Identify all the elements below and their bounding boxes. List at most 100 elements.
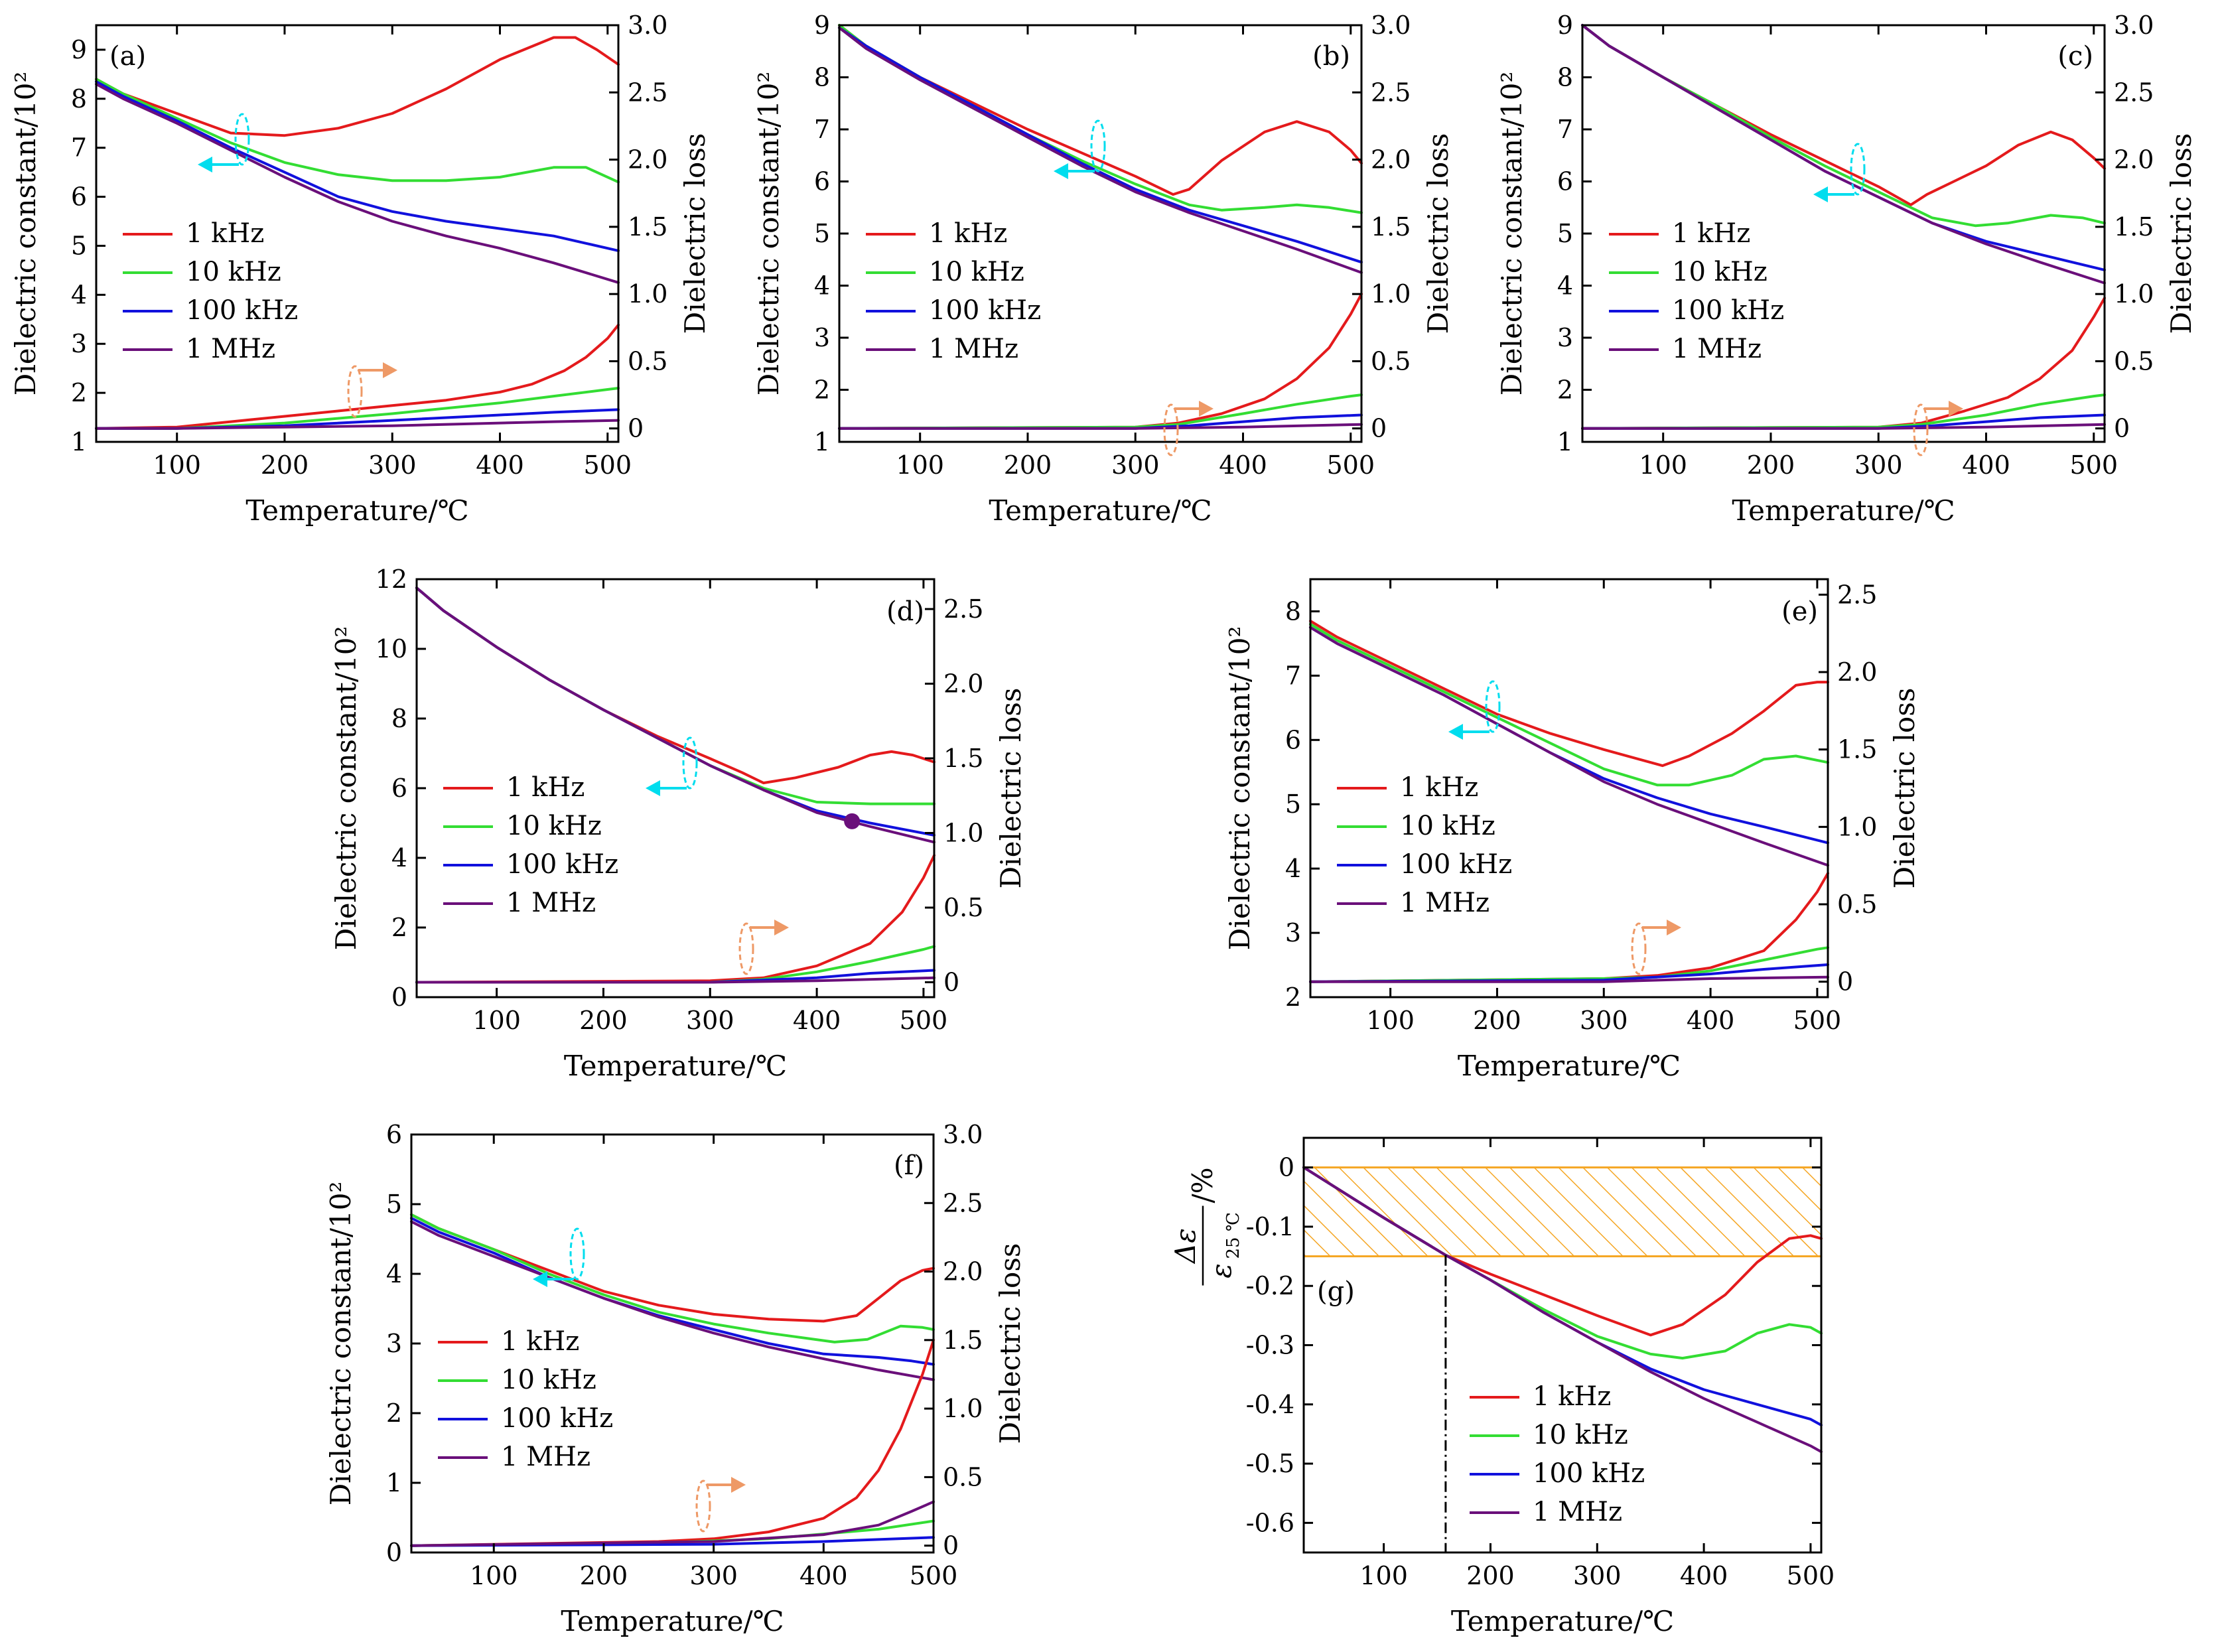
y2-tick-label: 2.5 (2114, 78, 2154, 107)
series-line-1-khz-right (1581, 297, 2106, 430)
x-tick-label: 100 (1359, 1561, 1408, 1590)
panel-f: 100 200 300 400 500012345600.51.01.52.02.53.… (324, 1120, 1026, 1637)
x-tick-label: 300 (689, 1561, 738, 1590)
x-axis-title: Temperature/℃ (561, 1605, 784, 1637)
left-axis-marker-ellipse (682, 736, 698, 790)
y2-tick-label: 3.0 (1371, 11, 1411, 40)
y2-tick-label: 1.5 (2114, 212, 2154, 241)
x-tick-label: 500 (1327, 450, 1375, 480)
x-tick-label: 400 (1962, 450, 2010, 480)
series-line-1-khz-left (415, 586, 936, 785)
y2-tick-label: 0.5 (943, 893, 983, 922)
left-axis-marker-ellipse (1485, 680, 1501, 733)
y2-tick-label: 2.0 (943, 669, 983, 699)
series-line-1-khz-left (1309, 620, 1829, 768)
panel-tag: (g) (1317, 1276, 1355, 1307)
x-axis-title: Temperature/℃ (1732, 494, 1955, 527)
x-tick-label: 300 (368, 450, 417, 480)
series-line-1-mhz-right (410, 1500, 935, 1547)
y2-tick-label: 1.0 (943, 819, 983, 848)
x-tick-label: 400 (476, 450, 524, 480)
x-tick-label: 500 (1787, 1561, 1835, 1590)
series-line-1-khz-right (95, 323, 620, 430)
y2-tick-label: 1.0 (1837, 812, 1877, 841)
right-axis-arrow-head (731, 1477, 746, 1493)
series-line-1-khz-left (410, 1213, 935, 1323)
y-tick-label: 8 (1557, 63, 1573, 92)
x-tick-label: 100 (896, 450, 944, 480)
y2-tick-label: 0.5 (1371, 346, 1411, 376)
panel-a: 100 200 300 400 500 1 2 3 4 5 6 7 8 9 0 0.5 1.0 1.5 2.0 2.5… (9, 11, 711, 527)
plot-frame (1309, 578, 1829, 998)
panel-tag: (e) (1781, 596, 1818, 627)
legend-label-10-khz: 10 kHz (186, 257, 281, 287)
y2-tick-label: 3.0 (628, 11, 667, 40)
y2-tick-label: 1.0 (943, 1394, 983, 1423)
right-axis-arrow-head (1199, 401, 1214, 417)
y-axis-title-denominator: ε (1205, 1263, 1237, 1278)
x-tick-label: 300 (686, 1006, 734, 1035)
x-axis-title: Temperature/℃ (1451, 1605, 1674, 1637)
left-axis-marker-ellipse (569, 1227, 585, 1280)
y-tick-label: 1 (386, 1468, 402, 1497)
series-line-1-khz-right (415, 854, 936, 984)
x-tick-label: 500 (2070, 450, 2118, 480)
panel-g: 100 200 300 400 500 0 -0.1 -0.2 -0.3 -0.4 -0.5 -0.6… (1169, 1136, 1835, 1637)
y-tick-label: 9 (71, 35, 87, 64)
legend-label-1-khz: 1 kHz (186, 218, 264, 249)
x-tick-label: 500 (910, 1561, 958, 1590)
left-axis-arrow-head (1813, 186, 1828, 202)
y2-axis-title: Dielectric loss (1888, 688, 1921, 889)
y2-axis-title: Dielectric loss (994, 1243, 1026, 1444)
y-tick-label: 12 (376, 565, 407, 594)
right-axis-marker-ellipse (1631, 922, 1647, 975)
x-tick-label: 500 (584, 450, 632, 480)
y-tick-label: 4 (391, 843, 407, 872)
x-tick-label: 200 (1473, 1006, 1521, 1035)
series-line-100-khz-left (415, 586, 936, 837)
left-axis-arrow-head (646, 780, 660, 796)
x-tick-label: 100 (1639, 450, 1687, 480)
x-axis-title: Temperature/℃ (1458, 1050, 1681, 1082)
legend-label-100-khz: 100 kHz (186, 295, 298, 326)
panel-b: 100 200 300 400 500 1 2 3 4 5 6 7 8 9 0 0.5 1.0 1.5 2.0 2.5… (752, 11, 1454, 527)
x-tick-label: 500 (900, 1006, 948, 1035)
series-line-100-khz-left (838, 26, 1363, 264)
right-axis-arrow-head (1667, 920, 1681, 935)
y2-tick-label: 0.5 (2114, 346, 2154, 376)
y-axis-title-subscript: 25 ℃ (1223, 1212, 1243, 1259)
x-tick-label: 100 (153, 450, 201, 480)
y-tick-label: 5 (814, 219, 830, 248)
y-tick-label: 3 (1557, 323, 1573, 352)
x-tick-label: 400 (1680, 1561, 1728, 1590)
legend-label-1-mhz: 1 MHz (929, 334, 1018, 364)
y2-tick-label: 0.5 (628, 346, 667, 376)
legend-label-1-mhz: 1 MHz (186, 334, 275, 364)
legend-label-1-mhz: 1 MHz (501, 1442, 590, 1472)
y-tick-label: 1 (1557, 427, 1573, 456)
panel-tag: (f) (894, 1150, 924, 1181)
y-tick-label: 4 (71, 280, 87, 309)
y-tick-label: 2 (1285, 983, 1301, 1012)
y2-tick-label: 0.5 (1837, 890, 1877, 919)
y-tick-label: 0 (1279, 1153, 1294, 1182)
y2-tick-label: 0 (1371, 414, 1387, 443)
y-axis-title-unit: /% (1186, 1167, 1219, 1203)
y-tick-label: 7 (1285, 661, 1301, 690)
y-tick-label: 0 (391, 983, 407, 1012)
y-tick-label: 4 (1557, 271, 1573, 301)
y-axis-title: Dielectric constant/10² (9, 72, 42, 396)
y2-tick-label: 0 (943, 1531, 959, 1560)
y-tick-label: 8 (391, 704, 407, 733)
legend-label-1-mhz: 1 MHz (506, 888, 596, 918)
series-line-1-mhz-left (1302, 1166, 1823, 1454)
legend-label-1-khz: 1 kHz (501, 1326, 579, 1357)
y-tick-label: 8 (814, 63, 830, 92)
x-tick-label: 400 (1687, 1006, 1735, 1035)
y-tick-label: 6 (1285, 725, 1301, 754)
y-tick-label: 9 (1557, 11, 1573, 40)
y2-tick-label: 2.5 (628, 78, 667, 107)
y2-tick-label: 2.0 (1371, 145, 1411, 174)
right-axis-marker-ellipse (1163, 403, 1179, 456)
series-line-1-khz-left (95, 36, 620, 137)
